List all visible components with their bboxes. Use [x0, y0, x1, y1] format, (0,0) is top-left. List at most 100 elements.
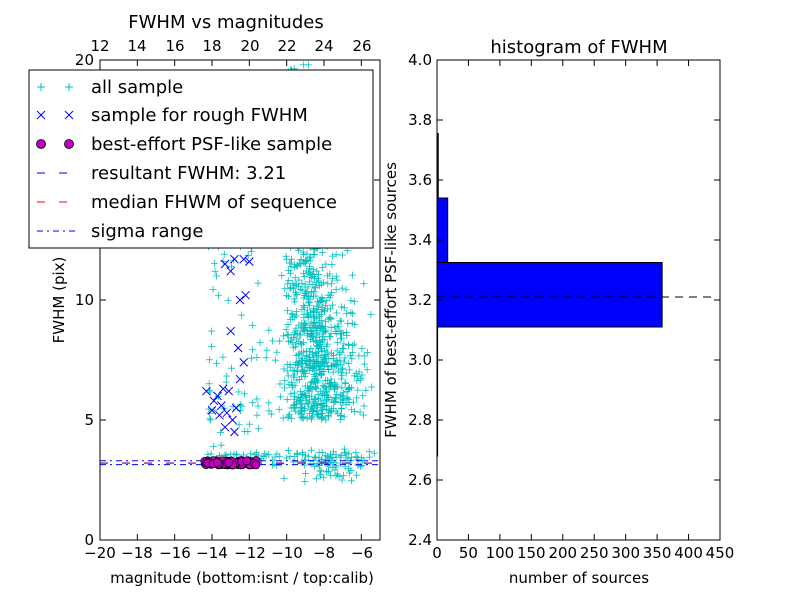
all-sample-point — [299, 368, 307, 376]
all-sample-point — [315, 302, 323, 310]
all-sample-point — [317, 467, 325, 475]
all-sample-point — [343, 456, 351, 464]
all-sample-point — [307, 344, 315, 352]
rough-fwhm-point — [216, 401, 226, 410]
all-sample-point — [337, 375, 345, 383]
all-sample-point — [314, 390, 322, 398]
all-sample-point — [303, 414, 311, 422]
all-sample-point — [312, 341, 320, 349]
all-sample-point — [282, 291, 290, 299]
y-tick-label: 10 — [75, 291, 94, 309]
all-sample-point — [316, 340, 324, 348]
all-sample-point — [327, 471, 335, 479]
all-sample-point — [291, 298, 299, 306]
x-stroke — [207, 406, 217, 415]
all-sample-point — [347, 296, 355, 304]
all-sample-point — [263, 346, 271, 354]
y-tick-label: 3.8 — [408, 111, 432, 129]
all-sample-point — [285, 337, 293, 345]
all-sample-point — [292, 312, 300, 320]
all-sample-point — [297, 413, 305, 421]
all-sample-point — [323, 342, 331, 350]
all-sample-point — [275, 405, 283, 413]
all-sample-point — [352, 453, 360, 461]
all-sample-point — [348, 348, 356, 356]
all-sample-point — [341, 354, 349, 362]
all-sample-point — [235, 421, 243, 429]
all-sample-point — [313, 267, 321, 275]
rough-fwhm-point — [244, 257, 254, 266]
y-tick-label: 5 — [84, 411, 94, 429]
all-sample-point — [354, 460, 362, 468]
all-sample-point — [324, 315, 332, 323]
histogram-y-axis-label: FWHM of best-effort PSF-like sources — [382, 162, 400, 438]
all-sample-point — [301, 382, 309, 390]
all-sample-point — [319, 399, 327, 407]
x-stroke — [226, 326, 236, 336]
all-sample-point — [269, 456, 277, 464]
all-sample-point — [205, 380, 213, 388]
all-sample-point — [303, 310, 311, 318]
all-sample-point — [219, 353, 227, 361]
all-sample-point — [307, 392, 315, 400]
x-stroke — [215, 410, 224, 420]
all-sample-point — [317, 297, 325, 305]
all-sample-point — [329, 464, 337, 472]
all-sample-point — [321, 307, 329, 315]
all-sample-point — [333, 309, 341, 317]
y-tick-label: 2.4 — [408, 531, 432, 549]
rough-fwhm-point — [226, 326, 236, 336]
all-sample-point — [303, 295, 311, 303]
rough-fwhm-point — [220, 422, 230, 432]
all-sample-point — [289, 381, 297, 389]
all-sample-point — [311, 336, 319, 344]
all-sample-point — [329, 252, 337, 260]
all-sample-point — [343, 331, 351, 339]
all-sample-point — [296, 350, 304, 358]
x-stroke — [220, 259, 230, 269]
all-sample-point — [343, 394, 351, 402]
all-sample-point — [206, 356, 214, 364]
rough-fwhm-point — [241, 290, 250, 300]
all-sample-point — [320, 362, 328, 370]
all-sample-point — [338, 476, 346, 484]
all-sample-point — [318, 367, 326, 375]
all-sample-point — [359, 392, 367, 400]
all-sample-point — [329, 368, 337, 376]
all-sample-point — [368, 383, 376, 391]
all-sample-point — [321, 376, 329, 384]
all-sample-point — [324, 280, 332, 288]
all-sample-point — [253, 395, 261, 403]
all-sample-point — [337, 452, 345, 460]
all-sample-point — [288, 310, 296, 318]
all-sample-point — [318, 264, 326, 272]
all-sample-point — [323, 403, 331, 411]
all-sample-point — [287, 390, 295, 398]
all-sample-point — [238, 311, 246, 319]
all-sample-point — [291, 274, 299, 282]
all-sample-point — [316, 467, 324, 475]
rough-fwhm-point — [218, 384, 228, 394]
legend-entry-best-effort: best-effort PSF-like sample — [36, 134, 332, 155]
scatter-top-tick-labels: 12 14 16 18 20 22 24 26 — [90, 37, 371, 55]
all-sample-point — [306, 363, 314, 371]
x-tick-label: −12 — [234, 544, 266, 562]
x-stroke — [230, 254, 239, 264]
all-sample-point — [311, 314, 319, 322]
all-sample-point — [327, 454, 335, 462]
all-sample-point — [265, 326, 273, 334]
all-sample-point — [303, 287, 311, 295]
all-sample-point — [344, 385, 352, 393]
all-sample-point — [342, 369, 350, 377]
all-sample-point — [303, 331, 311, 339]
all-sample-point — [322, 260, 330, 268]
all-sample-point — [276, 380, 284, 388]
all-sample-point — [336, 317, 344, 325]
all-sample-point — [301, 319, 309, 327]
all-sample-point — [210, 442, 218, 450]
all-sample-point — [365, 453, 373, 461]
top-tick-label: 12 — [90, 37, 109, 55]
all-sample-point — [363, 366, 371, 374]
all-sample-point — [311, 367, 319, 375]
legend-label: best-effort PSF-like sample — [91, 134, 332, 155]
